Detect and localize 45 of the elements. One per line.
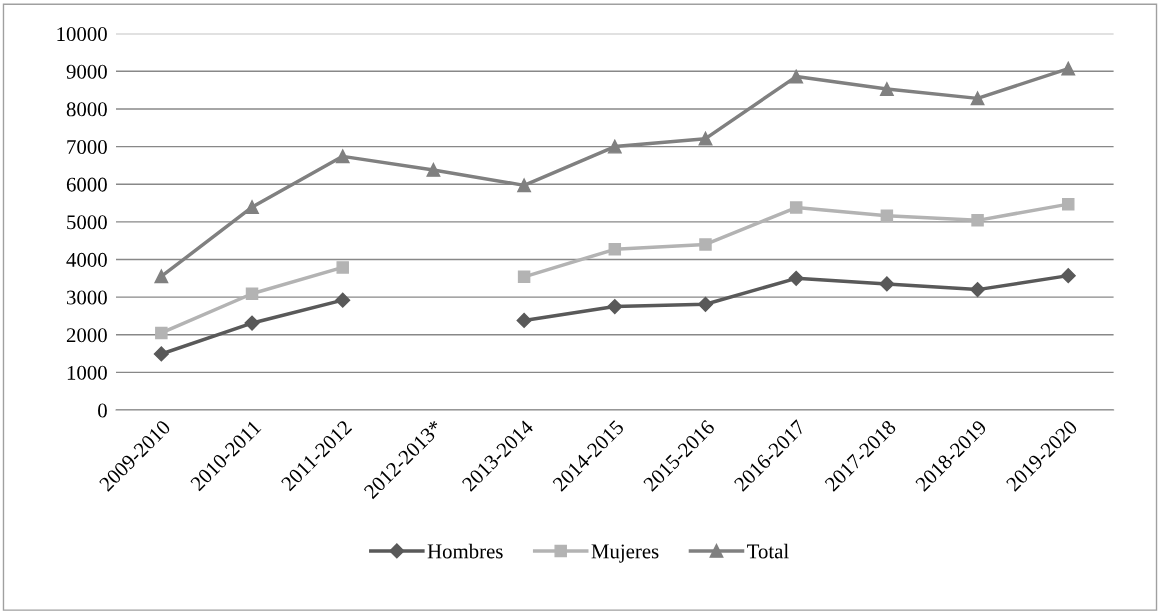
- point: [517, 270, 531, 284]
- point: [245, 287, 259, 300]
- point: [244, 315, 260, 331]
- y-tick-label: 3000: [67, 290, 107, 305]
- y-tick-label: 10000: [57, 27, 107, 42]
- y-tick-label: 6000: [66, 177, 107, 192]
- point: [1061, 61, 1076, 76]
- point: [880, 209, 894, 223]
- point: [879, 276, 895, 292]
- point: [697, 296, 714, 312]
- point: [335, 292, 351, 308]
- legend-label: Mujeres: [591, 544, 659, 563]
- y-tick-label: 1000: [67, 365, 107, 380]
- point: [970, 91, 985, 106]
- legend-label: Total: [747, 543, 789, 559]
- point: [154, 269, 169, 284]
- point: [971, 214, 984, 227]
- point: [698, 131, 713, 146]
- point: [788, 270, 804, 286]
- legend-label: Hombres: [427, 543, 503, 559]
- y-tick-label: 4000: [66, 252, 107, 267]
- point: [517, 178, 532, 193]
- y-tick-label: 0: [98, 403, 107, 418]
- point: [607, 139, 622, 154]
- point: [879, 82, 894, 96]
- y-tick-label: 8000: [66, 102, 107, 117]
- point: [245, 200, 259, 215]
- y-tick-label: 2000: [66, 328, 107, 343]
- y-tick-label: 9000: [66, 64, 107, 79]
- point: [1062, 197, 1075, 211]
- point: [699, 238, 712, 251]
- point: [153, 346, 169, 362]
- point: [335, 149, 350, 164]
- point: [516, 312, 532, 329]
- point: [969, 282, 986, 298]
- point: [789, 69, 804, 84]
- point: [426, 162, 441, 177]
- point: [1060, 268, 1076, 284]
- point: [336, 261, 349, 274]
- point: [789, 201, 803, 214]
- point: [155, 326, 168, 340]
- point: [608, 243, 622, 256]
- y-tick-label: 5000: [67, 215, 107, 230]
- y-tick-label: 7000: [67, 139, 107, 155]
- point: [607, 298, 623, 315]
